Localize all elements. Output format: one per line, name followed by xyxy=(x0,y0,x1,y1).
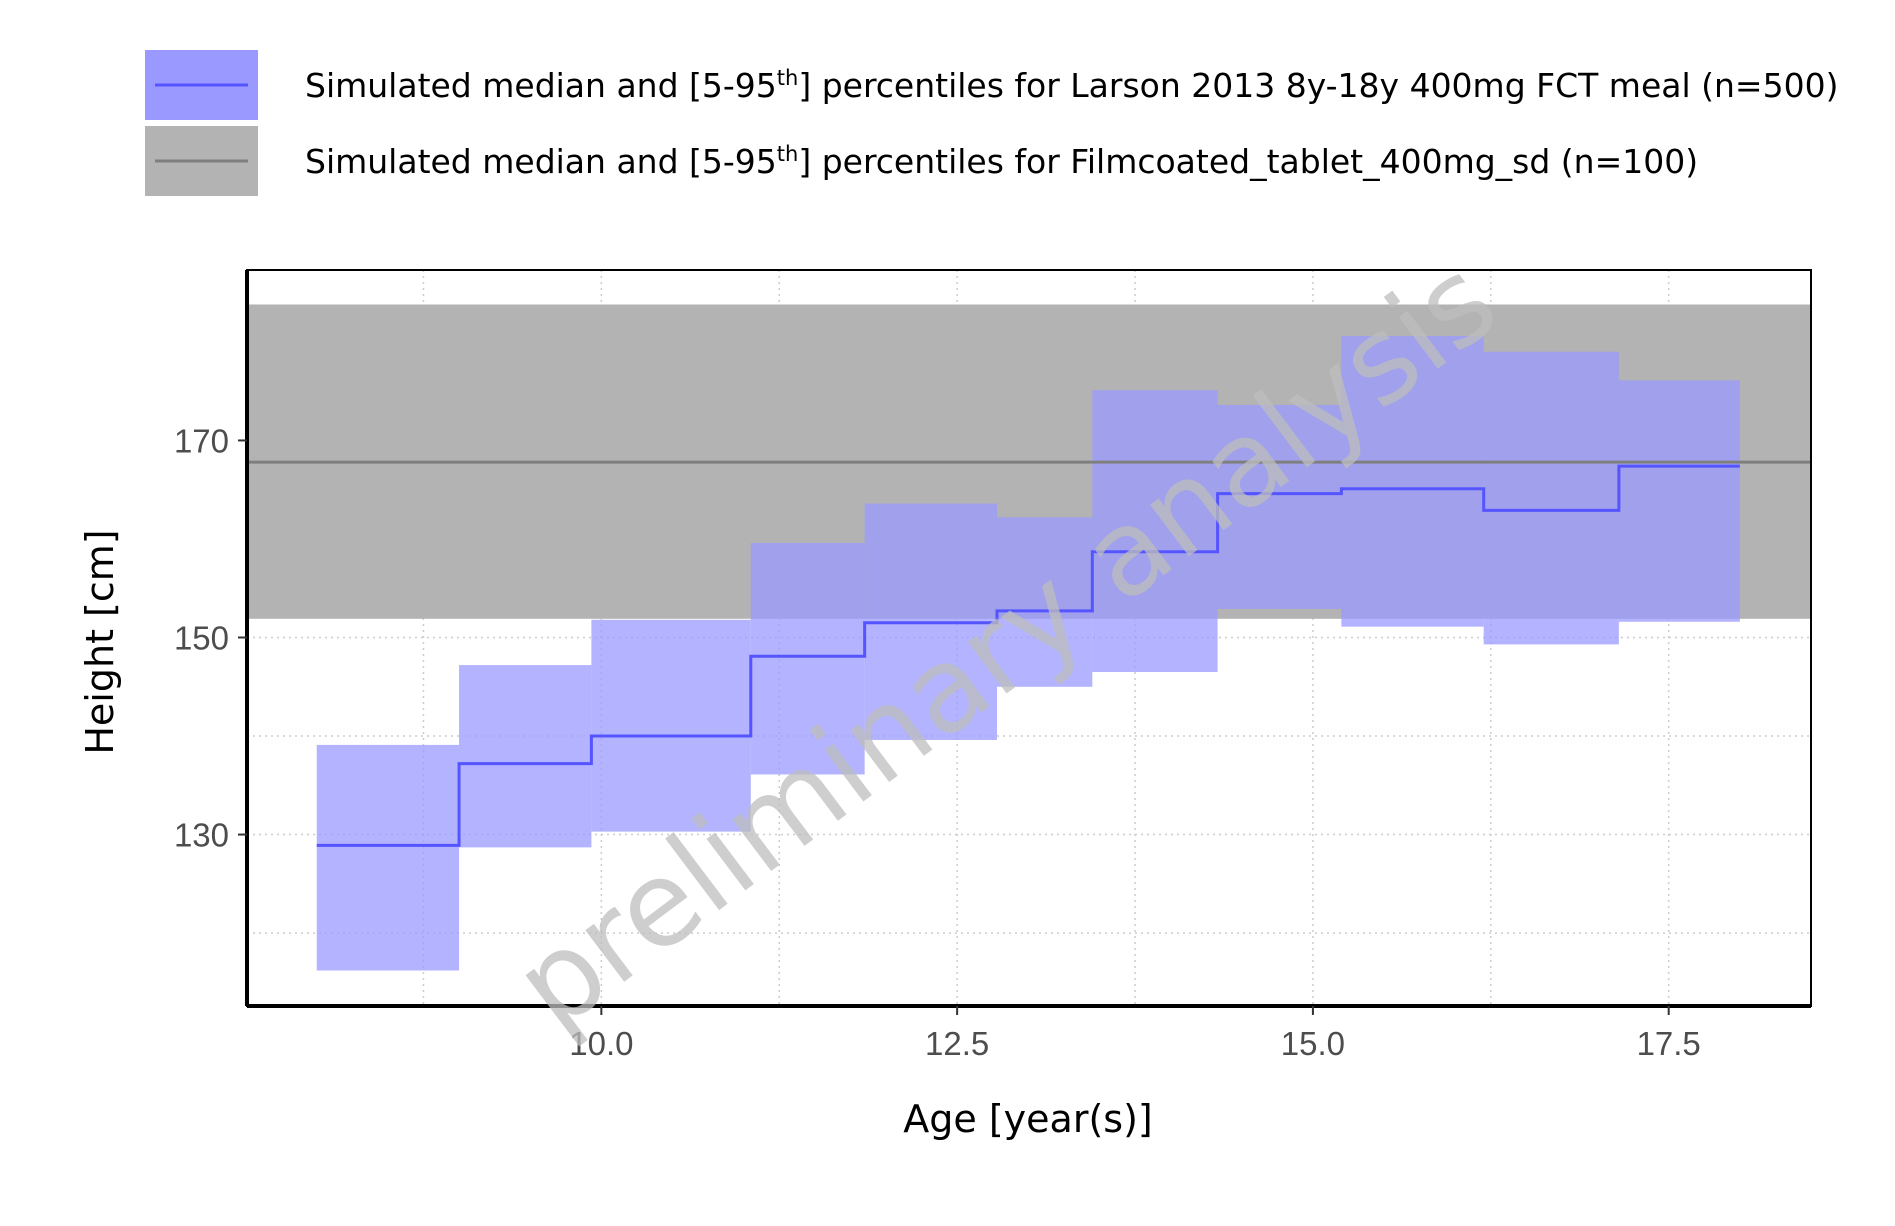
simulated-median-line xyxy=(316,464,1740,847)
simulated-percentile-band xyxy=(316,744,460,971)
simulated-percentile-band xyxy=(1618,380,1740,622)
legend-label-suffix: ] percentiles for Larson 2013 8y-18y 400… xyxy=(798,66,1838,105)
legend-label-prefix: Simulated median and [5-95 xyxy=(305,142,777,181)
y-tick-label: 130 xyxy=(174,817,229,854)
simulated-percentile-band xyxy=(591,619,751,832)
x-axis-title: Age [year(s)] xyxy=(903,1097,1152,1141)
y-tick-label: 170 xyxy=(174,422,229,459)
legend-entry-label: Simulated median and [5-95th] percentile… xyxy=(305,142,1698,181)
simulated-percentile-band xyxy=(459,665,592,848)
simulated-percentile-band xyxy=(1341,336,1484,627)
simulated-percentile-band xyxy=(750,542,865,775)
legend-label-suffix: ] percentiles for Filmcoated_tablet_400m… xyxy=(798,142,1698,181)
y-tick-label: 150 xyxy=(174,620,229,657)
legend-label-prefix: Simulated median and [5-95 xyxy=(305,66,777,105)
simulated-percentile-band xyxy=(1217,404,1342,609)
legend: Simulated median and [5-95th] percentile… xyxy=(145,50,1838,196)
legend-label-superscript: th xyxy=(777,142,799,166)
tick-labels: 10.0 12.5 15.0 17.5 130 150 170 xyxy=(174,422,1701,1062)
simulated-percentile-band xyxy=(996,517,1093,687)
legend-entry-label: Simulated median and [5-95th] percentile… xyxy=(305,66,1838,105)
percentile-bands xyxy=(247,304,1811,971)
y-axis-title: Height [cm] xyxy=(78,529,122,754)
legend-label-superscript: th xyxy=(777,66,799,90)
x-tick-label: 12.5 xyxy=(925,1025,989,1062)
simulated-percentile-band xyxy=(1092,390,1218,672)
x-tick-label: 15.0 xyxy=(1281,1025,1345,1062)
median-lines xyxy=(247,460,1811,847)
x-tick-label: 17.5 xyxy=(1637,1025,1701,1062)
simulated-percentile-band xyxy=(1483,351,1619,645)
x-tick-label: 10.0 xyxy=(569,1025,633,1062)
